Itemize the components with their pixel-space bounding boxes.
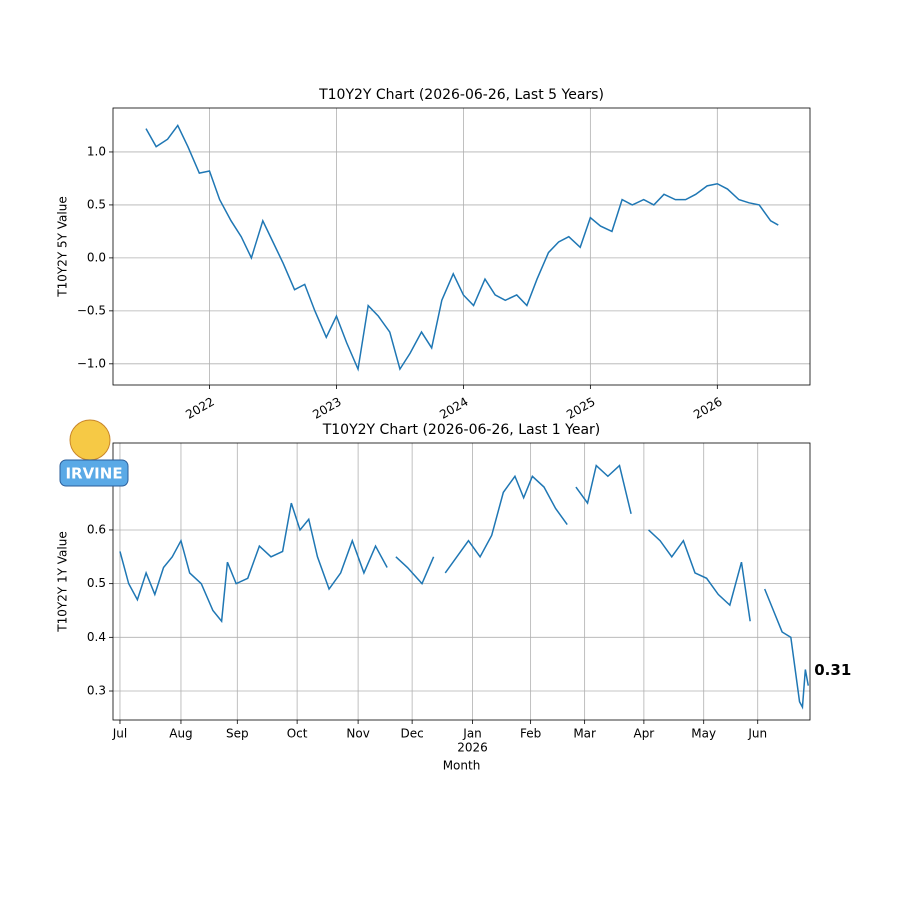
logo-text: IRVINE (65, 465, 122, 483)
x-tick-label: Oct (287, 727, 308, 741)
x-tick-label: Feb (520, 727, 541, 741)
y-axis-label: T10Y2Y 1Y Value (56, 531, 70, 632)
x-tick-label: Nov (346, 727, 369, 741)
x-axis-label: Month (443, 759, 481, 773)
y-tick-label: 0.5 (87, 576, 106, 590)
x-tick-label: Mar (573, 727, 596, 741)
y-tick-label: 0.0 (87, 250, 106, 264)
chart-title: T10Y2Y Chart (2026-06-26, Last 1 Year) (322, 422, 601, 438)
logo-banner (59, 459, 129, 487)
logo: IRVINE (59, 419, 129, 487)
data-line (119, 464, 809, 710)
logo-face (69, 419, 111, 461)
data-line (145, 124, 779, 372)
x-tick-label: Sep (226, 727, 249, 741)
x-tick-label: Jul (112, 727, 127, 741)
x-tick-label: Jun (747, 727, 767, 741)
x-tick-label: Apr (633, 727, 654, 741)
y-tick-label: 0.3 (87, 684, 106, 698)
y-tick-label: −1.0 (77, 356, 106, 370)
chart-title: T10Y2Y Chart (2026-06-26, Last 5 Years) (318, 87, 604, 103)
plot-frame (112, 442, 811, 721)
last-value-annotation: 0.31 (814, 661, 851, 679)
x-tick-label: May (691, 727, 716, 741)
y-axis-label: T10Y2Y 5Y Value (56, 196, 70, 297)
y-tick-label: 0.6 (87, 522, 106, 536)
y-tick-label: −0.5 (77, 303, 106, 317)
x-year-label: 2026 (457, 741, 488, 755)
x-tick-label: Jan (462, 727, 482, 741)
plot-frame (112, 107, 811, 386)
x-tick-label: Dec (401, 727, 424, 741)
x-tick-label: Aug (169, 727, 192, 741)
y-tick-label: 1.0 (87, 144, 106, 158)
y-tick-label: 0.5 (87, 197, 106, 211)
y-tick-label: 0.4 (87, 630, 106, 644)
